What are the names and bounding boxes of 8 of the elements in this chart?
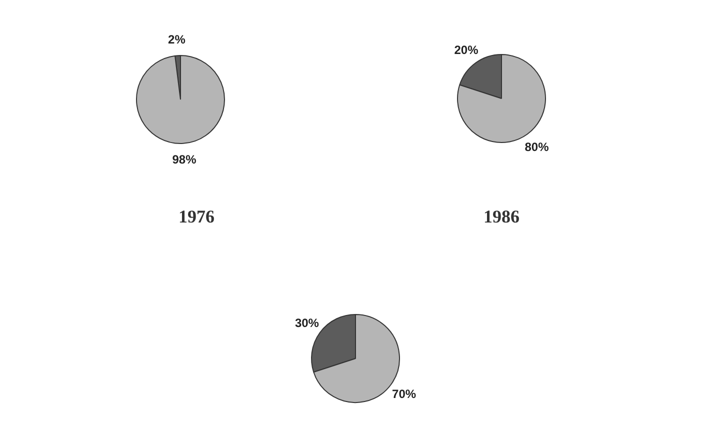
data-label: 30% — [294, 316, 320, 330]
text: 1976 — [178, 206, 214, 226]
data-label: 2% — [168, 32, 186, 47]
data-label: 70% — [392, 386, 416, 401]
data-label: 20% — [454, 42, 479, 57]
text: 1986 — [484, 206, 520, 226]
data-label: 98% — [172, 152, 197, 166]
data-label: 80% — [524, 140, 550, 154]
